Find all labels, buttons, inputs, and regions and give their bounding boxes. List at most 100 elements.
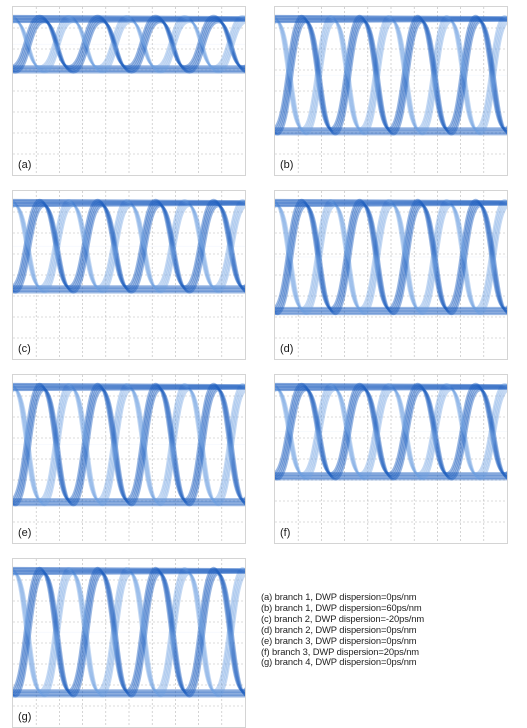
eye-trace — [13, 203, 245, 293]
eye-trace — [13, 204, 245, 294]
eye-trace — [275, 387, 507, 479]
grid-d — [275, 191, 507, 359]
legend-entry-a: (a) branch 1, DWP dispersion=0ps/nm — [261, 591, 417, 602]
panel-label-b: (b) — [279, 159, 295, 171]
eye-trace — [275, 200, 507, 311]
eye-traces-e — [13, 382, 245, 507]
eye-trace — [13, 572, 245, 698]
panel-label-f: (f) — [279, 527, 292, 539]
grid-f — [275, 375, 507, 543]
eye-trace — [13, 17, 245, 71]
eye-trace — [275, 203, 507, 314]
eye-diagram-panel-d: (d) — [274, 190, 508, 360]
eye-trace — [13, 566, 245, 692]
eye-diagram-panel-b: (b) — [274, 6, 508, 176]
eye-trace — [13, 568, 245, 693]
eye-trace — [275, 203, 507, 208]
eye-trace — [275, 384, 507, 476]
panel-label-a: (a) — [17, 159, 33, 171]
eye-trace — [13, 200, 245, 289]
eye-trace — [13, 572, 245, 698]
eye-traces-b — [275, 14, 507, 136]
legend-entry-g: (g) branch 4, DWP dispersion=0ps/nm — [261, 656, 417, 668]
eye-diagram-panel-e: (e) — [12, 374, 246, 544]
eye-trace — [275, 204, 507, 316]
eye-diagram-panel-f: (f) — [274, 374, 508, 544]
eye-trace — [275, 14, 507, 130]
eye-trace — [275, 17, 507, 133]
eye-trace — [13, 14, 245, 68]
legend-entry-c: (c) branch 2, DWP dispersion=-20ps/nm — [261, 612, 425, 624]
eye-trace — [275, 385, 507, 478]
eye-trace — [13, 14, 245, 68]
eye-trace — [13, 20, 245, 74]
eye-trace — [13, 203, 245, 208]
eye-diagram-panel-g: (g) — [12, 558, 246, 728]
eye-trace — [13, 385, 245, 504]
eye-trace — [275, 388, 507, 481]
eye-traces-g — [13, 566, 245, 698]
eye-trace — [13, 382, 245, 501]
eye-trace — [275, 16, 507, 132]
eye-trace — [275, 382, 507, 475]
grid-b — [275, 7, 507, 175]
eye-trace — [13, 387, 245, 505]
eye-trace — [275, 16, 507, 131]
eye-diagram-plot-f — [275, 375, 507, 543]
legend-entry-f: (f) branch 3, DWP dispersion=20ps/nm — [261, 645, 420, 657]
eye-trace — [13, 568, 245, 694]
eye-trace — [13, 17, 245, 71]
eye-trace — [275, 388, 507, 481]
eye-trace — [13, 388, 245, 507]
eye-trace — [13, 569, 245, 695]
grid-g — [13, 559, 245, 727]
eye-trace — [275, 20, 507, 136]
eye-trace — [275, 387, 507, 392]
panel-label-g: (g) — [17, 711, 33, 723]
eye-trace — [13, 201, 245, 291]
eye-diagram-plot-e — [13, 375, 245, 543]
eye-trace — [275, 382, 507, 475]
eye-trace — [275, 14, 507, 130]
eye-trace — [13, 388, 245, 507]
legend-entry-d: (d) branch 2, DWP dispersion=0ps/nm — [261, 623, 417, 635]
eye-trace — [13, 19, 245, 73]
eye-trace — [275, 198, 507, 310]
eye-trace — [13, 382, 245, 501]
eye-trace — [13, 201, 245, 291]
eye-trace — [13, 204, 245, 294]
grid-a — [13, 7, 245, 175]
eye-trace — [275, 201, 507, 313]
panel-label-c: (c) — [17, 343, 32, 355]
eye-trace — [13, 200, 245, 290]
eye-trace — [275, 201, 507, 313]
eye-traces-c — [13, 198, 245, 294]
eye-traces-f — [275, 382, 507, 481]
eye-trace — [13, 384, 245, 502]
eye-trace — [275, 204, 507, 316]
legend-entry-e: (e) branch 3, DWP dispersion=0ps/nm — [261, 634, 417, 646]
eye-diagram-plot-a — [13, 7, 245, 175]
eye-trace — [13, 198, 245, 288]
eye-trace — [13, 20, 245, 74]
eye-trace — [13, 569, 245, 695]
eye-diagram-plot-d — [275, 191, 507, 359]
panel-label-e: (e) — [17, 527, 33, 539]
grid-c — [13, 191, 245, 359]
legend-entry-b: (b) branch 1, DWP dispersion=60ps/nm — [261, 601, 422, 613]
eye-diagram-panel-a: (a) — [12, 6, 246, 176]
panel-label-d: (d) — [279, 343, 295, 355]
eye-trace — [275, 385, 507, 478]
eye-diagram-plot-b — [275, 7, 507, 175]
eye-traces-a — [13, 14, 245, 74]
eye-traces-d — [275, 198, 507, 316]
eye-trace — [13, 16, 245, 69]
eye-diagram-plot-g — [13, 559, 245, 727]
eye-trace — [275, 17, 507, 133]
eye-trace — [13, 387, 245, 392]
eye-diagram-plot-c — [13, 191, 245, 359]
grid-e — [13, 375, 245, 543]
eye-trace — [13, 566, 245, 692]
eye-trace — [275, 19, 507, 135]
eye-trace — [13, 571, 245, 697]
